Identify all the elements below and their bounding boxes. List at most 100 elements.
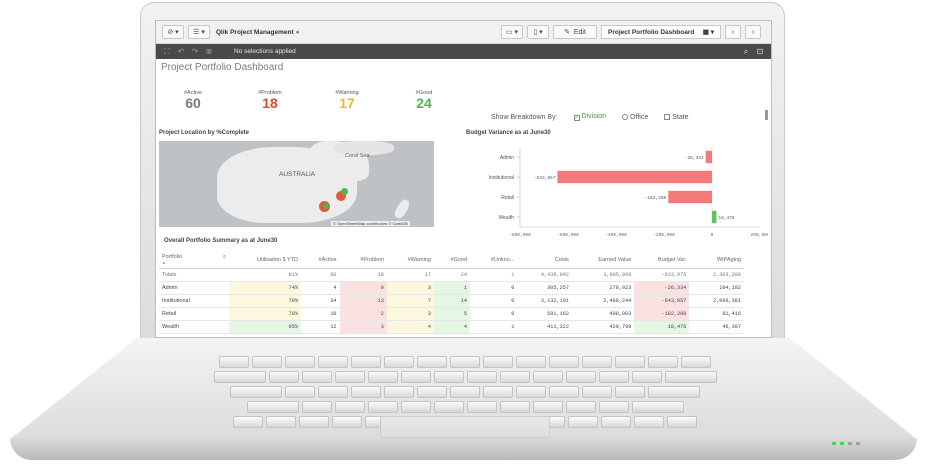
table-cell: 0 — [470, 307, 518, 321]
column-header-portfolio[interactable]: Portfolio ⌕ ▲ — [159, 252, 229, 269]
column-header[interactable]: #Warning — [386, 252, 434, 269]
navigation-menu-button[interactable]: ⊘ ▾ — [162, 25, 184, 39]
table-row[interactable]: Retail 78% 10 2 3 5 0 591,162 408,903 -1… — [159, 307, 744, 321]
previous-sheet-button[interactable]: ‹ — [725, 25, 741, 39]
edit-button[interactable]: ✎ Edit — [553, 25, 597, 39]
device-icon: ▯ — [533, 29, 538, 36]
map-title: Project Location by %Complete — [159, 130, 250, 136]
info-icon[interactable]: ● — [295, 28, 300, 36]
kpi-problem[interactable]: #Problem 18 — [240, 90, 300, 110]
step-forward-icon[interactable]: ↷ — [191, 47, 199, 56]
chart-data-label: -26,334 — [685, 155, 704, 161]
column-header[interactable]: #Good — [433, 252, 471, 269]
chart-bar[interactable] — [668, 190, 712, 204]
chart-data-label: -643,857 — [534, 175, 556, 181]
selection-status: No selections applied — [234, 48, 296, 55]
breakdown-option-division[interactable]: ✓ Division — [573, 113, 606, 121]
table-cell: -26,334 — [634, 281, 690, 295]
budget-variance-chart[interactable]: -800,000 -600,000 -400,000 -200,000 0 200,000… — [468, 143, 768, 243]
laptop-base — [10, 338, 917, 466]
app-screen: ⊘ ▾ ☰ ▾ Qlik Project Management ● ▭ ▾ ▯ … — [155, 20, 772, 338]
chart-tick-label: 200,000 — [751, 232, 768, 238]
chart-bar[interactable] — [712, 210, 717, 224]
column-header[interactable]: Utilisation $ YTD — [229, 252, 301, 269]
story-button[interactable]: ▭ ▾ — [500, 25, 523, 39]
table-cell: 278,923 — [571, 281, 635, 295]
table-cell: 14 — [433, 294, 471, 308]
table-cell[interactable]: Institutional — [159, 294, 229, 308]
compass-icon: ⊘ — [167, 29, 174, 36]
table-cell: 18 — [339, 268, 387, 282]
table-cell: 1 — [470, 268, 518, 282]
table-row[interactable]: Wealth 95% 12 3 4 4 1 411,322 429,799 18… — [159, 320, 744, 334]
table-cell: 0 — [339, 281, 387, 295]
chart-category-label: Admin — [500, 155, 514, 161]
table-header-row: Portfolio ⌕ ▲ Utilisation $ YTD #Active #… — [159, 252, 744, 269]
column-header[interactable]: Costs — [517, 252, 572, 269]
table-cell: 4 — [301, 281, 340, 295]
table-cell: 3,132,191 — [517, 294, 572, 308]
portfolio-summary-table[interactable]: Portfolio ⌕ ▲ Utilisation $ YTD #Active #… — [159, 252, 744, 334]
table-cell: 1 — [470, 320, 518, 334]
option-label: Office — [630, 113, 649, 121]
kpi-value: 17 — [339, 95, 355, 111]
kpi-good[interactable]: #Good 24 — [394, 90, 454, 110]
chart-bar[interactable] — [705, 150, 712, 164]
table-cell: 10 — [301, 307, 340, 321]
chart-tick-label: -800,000 — [509, 232, 531, 238]
table-cell: 18,476 — [634, 320, 690, 334]
selections-tool-icon[interactable]: ⛶ — [164, 46, 170, 56]
table-row[interactable]: Admin 74% 4 0 3 1 0 305,257 278,923 -26,… — [159, 281, 744, 295]
project-location-map[interactable]: AUSTRALIA Coral Sea © OpenStreetMap cont… — [159, 141, 434, 227]
table-cell: 4,439,042 — [517, 268, 572, 282]
clear-all-icon[interactable]: ⊗ — [205, 47, 213, 56]
scrollbar-thumb[interactable] — [765, 110, 768, 120]
app-title: Qlik Project Management — [216, 28, 294, 36]
column-header[interactable]: #Active — [301, 252, 340, 269]
column-header[interactable]: Budget Var. — [634, 252, 690, 269]
table-row[interactable]: Institutional 78% 34 13 7 14 0 3,132,191… — [159, 294, 744, 308]
table-cell: 3 — [386, 307, 434, 321]
column-header[interactable]: Earned Value — [571, 252, 635, 269]
laptop-front-edge — [10, 438, 917, 460]
map-marker[interactable] — [336, 191, 346, 201]
chevron-left-icon: ‹ — [731, 28, 735, 36]
map-label-australia: AUSTRALIA — [279, 171, 316, 178]
map-marker[interactable] — [341, 188, 348, 195]
next-sheet-button[interactable]: › — [745, 25, 761, 39]
table-cell[interactable]: Retail — [159, 307, 229, 321]
column-header[interactable]: WIPAging — [689, 252, 744, 269]
smart-search-icon[interactable]: ⊡ — [756, 47, 764, 56]
column-header[interactable]: #Problem — [339, 252, 387, 269]
table-cell: 1 — [433, 281, 471, 295]
chart-category-label: Institutional — [489, 175, 514, 181]
kpi-warning[interactable]: #Warning 17 — [317, 90, 377, 110]
list-icon: ☰ — [193, 29, 200, 36]
global-menu-button[interactable]: ☰ ▾ — [188, 25, 210, 39]
sheet-selector[interactable]: Project Portfolio Dashboard ▦ ▾ — [601, 25, 721, 39]
map-landmass — [392, 197, 412, 221]
breakdown-label: Show Breakdown By: — [491, 113, 558, 121]
table-cell: 95% — [229, 320, 301, 334]
page-title: Project Portfolio Dashboard — [161, 62, 284, 73]
chart-bar[interactable] — [557, 170, 712, 184]
table-cell: Totals — [159, 268, 229, 282]
breakdown-option-office[interactable]: Office — [622, 113, 649, 121]
map-marker[interactable] — [323, 203, 329, 209]
step-back-icon[interactable]: ↶ — [177, 47, 185, 56]
search-icon[interactable]: ⌕ — [222, 254, 226, 261]
table-cell: 4 — [386, 320, 434, 334]
table-cell[interactable]: Admin — [159, 281, 229, 295]
table-cell[interactable]: Wealth — [159, 320, 229, 334]
kpi-active[interactable]: #Active 60 — [163, 90, 223, 110]
table-cell: 411,322 — [517, 320, 572, 334]
search-icon[interactable]: ⌕ — [743, 46, 749, 56]
table-cell: 17 — [386, 268, 434, 282]
selection-bar: ⛶ ↶ ↷ ⊗ No selections applied ⌕ ⊡ — [156, 44, 771, 59]
column-header[interactable]: #Unkno... — [470, 252, 518, 269]
device-button[interactable]: ▯ ▾ — [527, 25, 549, 39]
breakdown-option-state[interactable]: State — [664, 113, 689, 121]
table-cell: 591,162 — [517, 307, 572, 321]
table-cell: 429,799 — [571, 320, 635, 334]
sheet-content: Project Portfolio Dashboard #Active 60 #… — [156, 59, 771, 337]
